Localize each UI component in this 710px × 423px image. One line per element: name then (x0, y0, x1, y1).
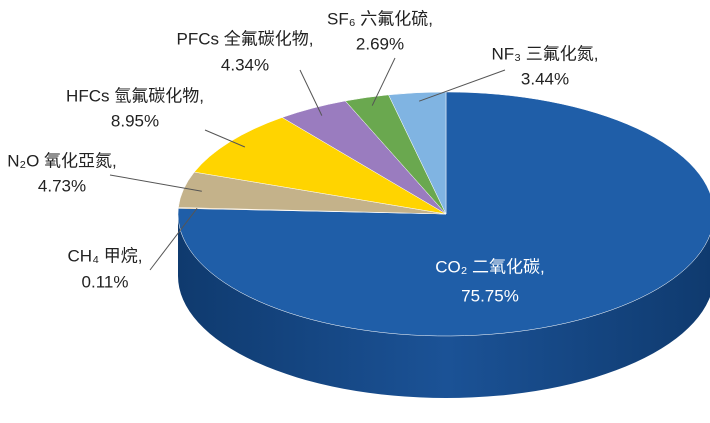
slice-label: NF₃ 三氟化氮, (491, 44, 598, 63)
leader-line (299, 69, 323, 116)
value-label: 2.69% (356, 34, 404, 53)
slice-label: PFCs 全氟碳化物, (177, 29, 314, 48)
slice-label: CO₂ 二氧化碳, (435, 257, 545, 276)
slice (193, 117, 447, 215)
slice-label: HFCs 氫氟碳化物, (66, 86, 204, 105)
leader-line (109, 174, 202, 192)
slice (388, 91, 447, 215)
slice-label: N₂O 氧化亞氮, (7, 151, 117, 170)
value-label: 4.73% (38, 176, 86, 195)
leader-line (418, 69, 506, 102)
value-label: 8.95% (111, 111, 159, 130)
slice-side (178, 214, 710, 398)
value-label: 3.44% (521, 69, 569, 88)
slice-label: SF₆ 六氟化硫, (327, 9, 433, 28)
value-label: 75.75% (461, 286, 519, 305)
leader-line (371, 57, 396, 106)
value-label: 0.11% (82, 272, 129, 291)
leader-line (149, 208, 198, 271)
leader-line (204, 129, 246, 148)
value-label: 4.34% (221, 55, 269, 74)
slice-label: CH₄ 甲烷, (68, 246, 143, 265)
